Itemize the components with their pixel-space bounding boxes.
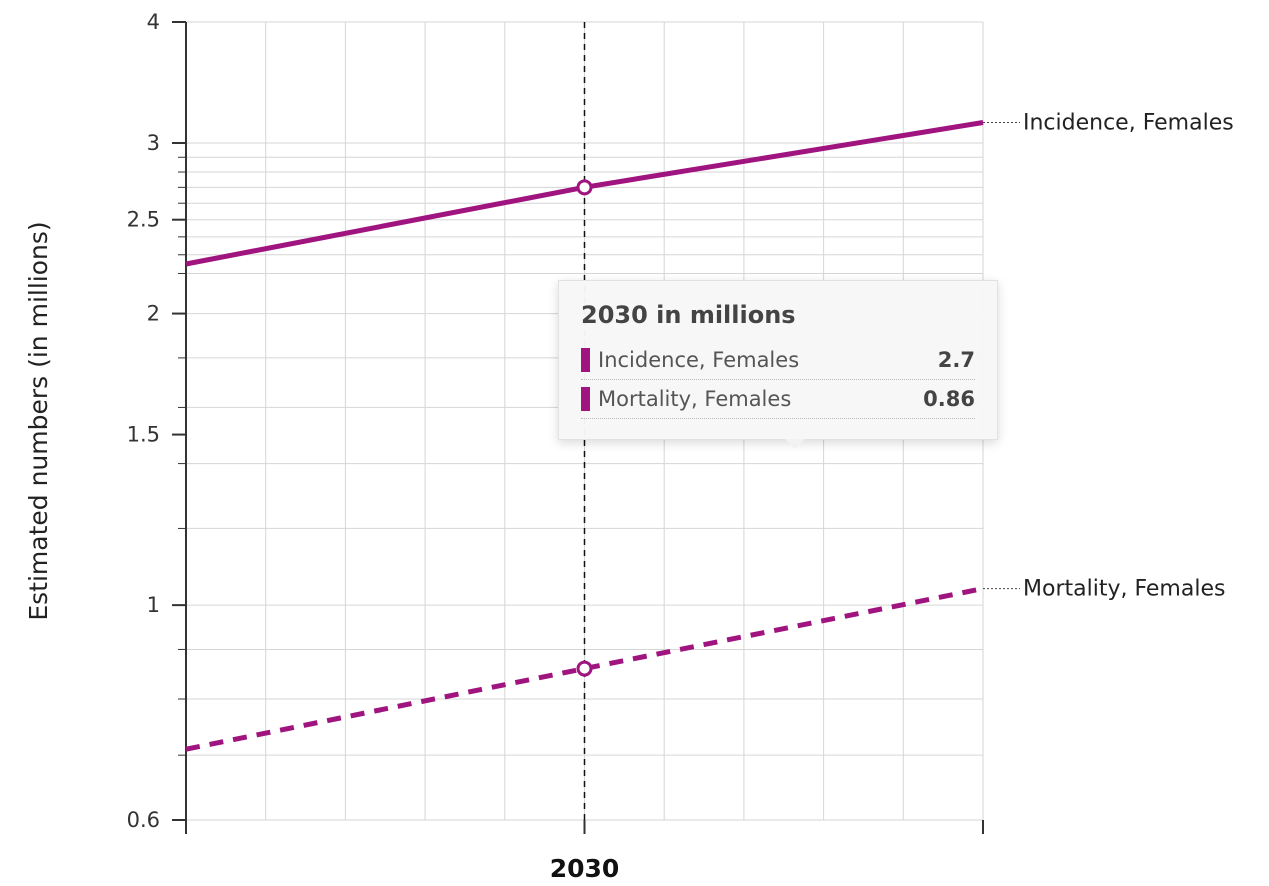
- series-end-label: Incidence, Females: [1023, 110, 1234, 135]
- tooltip-series-name: Mortality, Females: [598, 387, 792, 411]
- series-end-label: Mortality, Females: [1023, 577, 1225, 602]
- y-tick-label: 3: [147, 131, 160, 155]
- tooltip-pointer: [785, 439, 805, 449]
- y-tick-label: 1: [147, 593, 160, 617]
- x-tick-label: 2030: [550, 854, 620, 883]
- tooltip-series-value: 2.7: [937, 348, 975, 372]
- y-tick-label: 2.5: [127, 208, 160, 232]
- y-tick-label: 0.6: [127, 808, 160, 832]
- tooltip-row-mortality: Mortality, Females 0.86: [581, 380, 975, 419]
- hover-point-marker: [576, 660, 593, 677]
- y-tick-label: 4: [147, 10, 160, 34]
- y-tick-label: 2: [147, 302, 160, 326]
- series-line-mortality: [185, 586, 984, 752]
- y-axis-title: Estimated numbers (in millions): [24, 221, 53, 620]
- tooltip-row-incidence: Incidence, Females 2.7: [581, 341, 975, 380]
- tooltip-swatch-mortality: [581, 387, 590, 411]
- tooltip-title: 2030 in millions: [581, 301, 796, 329]
- tooltip-series-value: 0.86: [923, 387, 975, 411]
- y-tick-label: 1.5: [127, 423, 160, 447]
- tooltip-swatch-incidence: [581, 348, 590, 372]
- tooltip-series-name: Incidence, Females: [598, 348, 800, 372]
- hover-point-marker: [576, 179, 593, 196]
- hover-tooltip: 2030 in millions Incidence, Females 2.7 …: [558, 280, 998, 449]
